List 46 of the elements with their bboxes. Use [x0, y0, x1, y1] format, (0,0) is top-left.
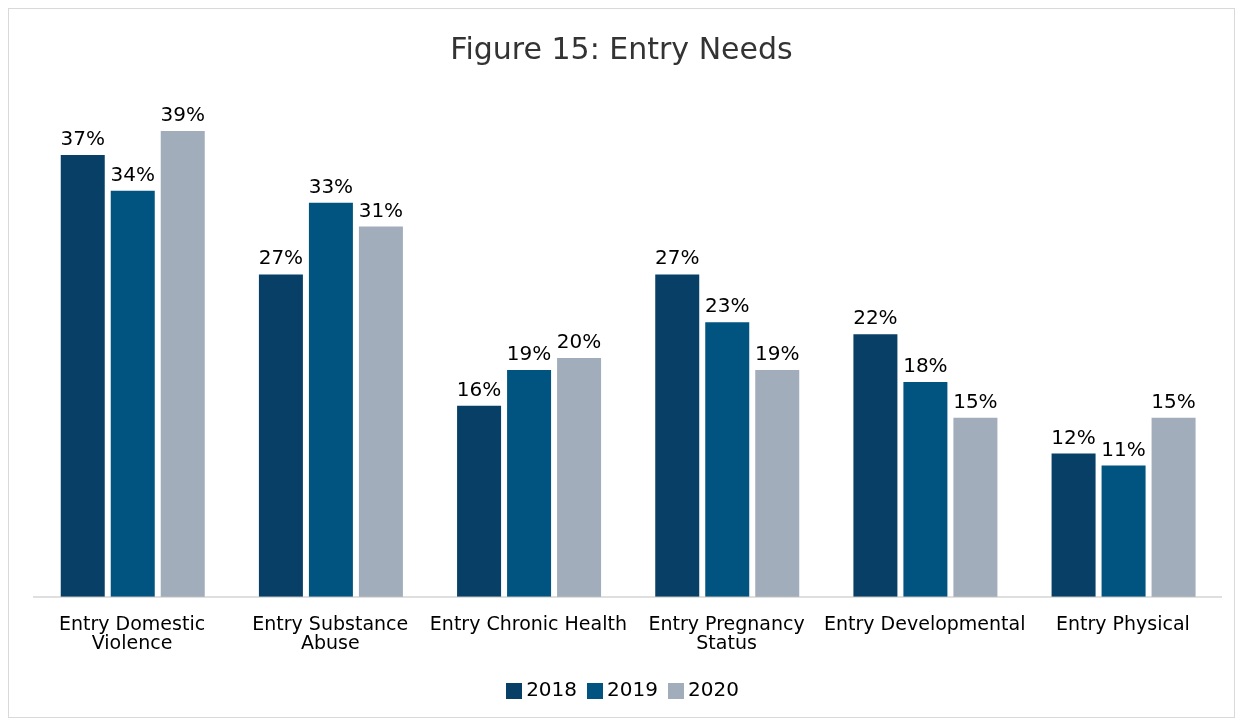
bar	[903, 381, 948, 597]
data-label: 16%	[456, 376, 502, 401]
bar	[953, 417, 998, 597]
data-label: 22%	[853, 305, 898, 330]
legend-label: 2019	[607, 677, 658, 701]
data-label: 20%	[556, 329, 602, 354]
data-label: 23%	[705, 293, 750, 318]
data-label: 12%	[1051, 424, 1096, 449]
data-label: 37%	[60, 125, 105, 150]
bar	[853, 334, 898, 597]
data-label: 39%	[160, 102, 205, 126]
x-tick-label: Entry Developmental	[824, 612, 1026, 635]
bar	[160, 131, 205, 597]
data-label: 31%	[358, 197, 404, 222]
x-tick-label: Entry Pregnancy Status	[648, 612, 805, 654]
bar	[1151, 417, 1196, 597]
data-label: 11%	[1101, 436, 1146, 461]
data-label: 15%	[953, 388, 998, 413]
bar	[457, 405, 502, 597]
data-label: 27%	[655, 245, 700, 270]
legend-label: 2018	[526, 677, 578, 701]
bar	[705, 322, 750, 597]
bar	[110, 190, 155, 597]
legend-label: 2020	[687, 677, 739, 701]
data-label: 19%	[506, 340, 552, 365]
bar	[258, 274, 303, 597]
x-tick-label: Entry Physical	[1055, 612, 1190, 635]
bar	[507, 369, 552, 597]
bar	[655, 274, 700, 597]
bar	[358, 226, 403, 597]
data-label: 27%	[258, 245, 304, 270]
x-tick-label: Entry Chronic Health	[429, 612, 627, 635]
x-tick-label: Entry Substance Abuse	[252, 612, 409, 654]
bar	[1051, 453, 1096, 597]
data-label: 15%	[1151, 388, 1196, 413]
bar	[1101, 465, 1146, 597]
bar	[557, 358, 602, 597]
bar	[308, 202, 353, 597]
data-label: 34%	[110, 161, 155, 186]
data-label: 18%	[903, 352, 948, 377]
data-label: 33%	[308, 173, 354, 198]
data-label: 19%	[755, 340, 800, 365]
bar	[60, 154, 105, 597]
x-tick-label: Entry Domestic Violence	[59, 612, 206, 654]
chart-title: Figure 15: Entry Needs	[449, 30, 794, 68]
bar	[755, 369, 800, 597]
